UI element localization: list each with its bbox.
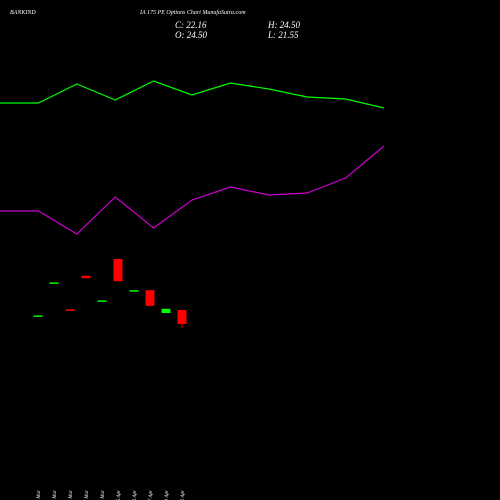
- x-tick-label: 17 Apr: [149, 490, 154, 500]
- candle-body: [97, 300, 107, 302]
- x-tick-label: 21 Apr: [165, 490, 170, 500]
- x-tick-label: 15 Apr: [117, 490, 122, 500]
- candle-body: [33, 315, 43, 317]
- close-info: C: 22.16: [175, 20, 207, 30]
- low-info: L: 21.55: [267, 30, 299, 40]
- x-tick-label: 25 Mar: [69, 490, 74, 500]
- x-tick-label: 20 Mar: [37, 490, 42, 500]
- indicator-line: [0, 80, 385, 109]
- candle-body: [177, 309, 187, 325]
- candle-body: [129, 290, 139, 292]
- candle-body: [65, 309, 75, 311]
- x-tick-label: 28 Mar: [101, 490, 106, 500]
- candle-body: [113, 258, 123, 282]
- candle-body: [81, 275, 91, 279]
- high-info: H: 24.50: [267, 20, 300, 30]
- x-tick-label: 24 Mar: [53, 490, 58, 500]
- chart-subtitle: IA 175 PE Options Chart MunafaSutra.com: [139, 9, 246, 16]
- chart-title: BANKIND: [10, 10, 36, 16]
- candle-body: [145, 290, 155, 306]
- x-tick-label: 27 Mar: [85, 490, 90, 500]
- open-info: O: 24.50: [175, 30, 207, 40]
- x-tick-label: 16 Apr: [133, 490, 138, 500]
- indicator-line: [0, 145, 385, 235]
- x-tick-label: 22 Apr: [181, 490, 186, 500]
- candle-body: [161, 308, 171, 313]
- candle-body: [49, 282, 59, 284]
